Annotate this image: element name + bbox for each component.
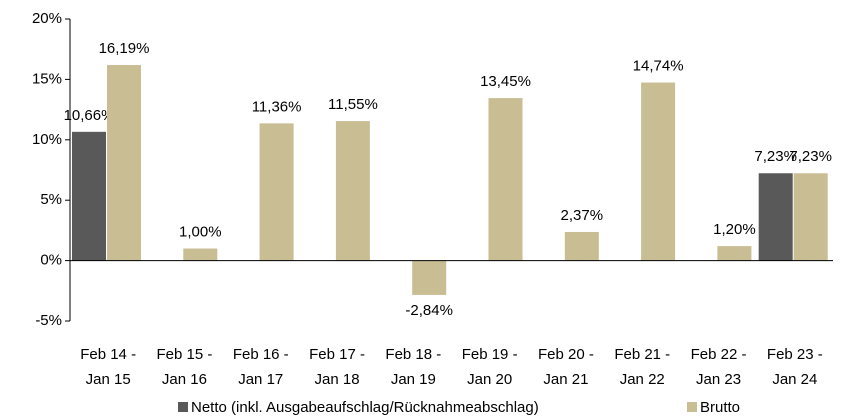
bar (107, 65, 141, 261)
data-label: 1,20% (713, 221, 756, 238)
x-tick-label: Feb 17 - Jan 18 (309, 346, 365, 388)
bar (259, 123, 294, 261)
bar (488, 98, 523, 261)
x-tick-label: Feb 15 - Jan 16 (157, 346, 213, 388)
x-tick-label: Feb 23 - Jan 24 (767, 346, 823, 388)
x-tick-line: Feb 15 - (157, 346, 213, 363)
bar (793, 173, 828, 261)
bar (72, 131, 106, 261)
x-tick-label: Feb 16 - Jan 17 (233, 346, 289, 388)
data-label: 13,45% (480, 73, 531, 90)
x-tick-line: Feb 16 - (233, 346, 289, 363)
y-tick-label: -5% (35, 312, 62, 329)
data-label: 16,19% (99, 40, 150, 57)
x-tick-label: Feb 22 - Jan 23 (691, 346, 747, 388)
y-tick-label: 20% (32, 10, 62, 27)
x-tick-label: Feb 14 - Jan 15 (80, 346, 136, 388)
bar (412, 260, 447, 295)
y-tick-label: 0% (40, 252, 62, 269)
x-tick-line: Jan 23 (696, 371, 741, 388)
x-tick-line: Feb 22 - (691, 346, 747, 363)
bar (717, 246, 752, 261)
x-tick-line: Jan 22 (620, 371, 665, 388)
x-tick-line: Feb 19 - (462, 346, 518, 363)
x-tick-line: Jan 21 (543, 371, 588, 388)
data-label: 2,37% (561, 207, 604, 224)
data-label: 14,74% (633, 58, 684, 75)
legend-label: Netto (inkl. Ausgabeaufschlag/Rücknahmea… (191, 399, 539, 416)
x-tick-line: Jan 16 (162, 371, 207, 388)
bar (641, 82, 676, 261)
x-tick-line: Jan 17 (238, 371, 283, 388)
bar (335, 121, 370, 261)
x-tick-line: Jan 24 (772, 371, 817, 388)
legend-swatch (687, 402, 697, 412)
x-tick-line: Jan 18 (315, 371, 360, 388)
x-tick-line: Feb 23 - (767, 346, 823, 363)
legend-swatch (178, 402, 188, 412)
x-tick-line: Feb 20 - (538, 346, 594, 363)
x-tick-line: Jan 20 (467, 371, 512, 388)
legend-label: Brutto (700, 399, 740, 416)
x-tick-line: Feb 14 - (80, 346, 136, 363)
y-tick-label: 10% (32, 131, 62, 148)
x-tick-line: Feb 17 - (309, 346, 365, 363)
data-label: 1,00% (179, 223, 222, 240)
data-label: 7,23% (789, 148, 832, 165)
x-tick-label: Feb 18 - Jan 19 (385, 346, 441, 388)
x-tick-line: Feb 18 - (385, 346, 441, 363)
data-label: 11,55% (328, 96, 378, 113)
x-tick-label: Feb 19 - Jan 20 (462, 346, 518, 388)
bar (564, 231, 599, 261)
x-tick-label: Feb 20 - Jan 21 (538, 346, 594, 388)
data-label: -2,84% (405, 302, 453, 319)
bar (183, 248, 218, 261)
x-tick-line: Jan 15 (86, 371, 131, 388)
y-tick-label: 15% (32, 70, 62, 87)
x-tick-line: Jan 19 (391, 371, 436, 388)
bar (758, 173, 793, 261)
data-label: 11,36% (252, 98, 302, 115)
x-tick-line: Feb 21 - (614, 346, 670, 363)
x-tick-label: Feb 21 - Jan 22 (614, 346, 670, 388)
y-tick-label: 5% (40, 191, 62, 208)
data-label: 7,23% (754, 148, 797, 165)
data-label: 10,66% (64, 107, 115, 124)
